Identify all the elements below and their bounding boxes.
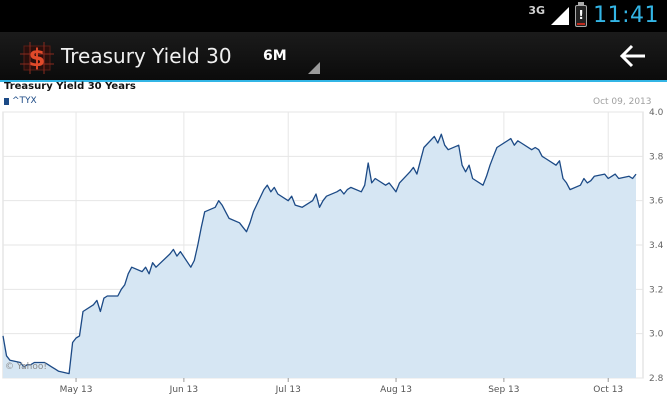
action-bar: $ Treasury Yield 30 6M bbox=[0, 32, 667, 82]
status-bar: 3G ! 11:41 bbox=[0, 0, 667, 32]
chart-date: Oct 09, 2013 bbox=[593, 97, 652, 107]
y-tick-label: 3.8 bbox=[649, 152, 664, 162]
series-area bbox=[3, 134, 636, 378]
legend-label: ^TYX bbox=[12, 96, 37, 106]
y-tick-label: 3.6 bbox=[649, 197, 664, 207]
battery-alert-mark: ! bbox=[578, 8, 584, 22]
chart-title: Treasury Yield 30 Years bbox=[4, 81, 136, 92]
network-type: 3G bbox=[528, 3, 546, 17]
dollar-logo-icon[interactable]: $ bbox=[20, 40, 54, 74]
svg-text:$: $ bbox=[29, 44, 46, 72]
y-tick-label: 4.0 bbox=[649, 108, 664, 118]
status-clock: 11:41 bbox=[593, 3, 659, 28]
y-tick-label: 3.0 bbox=[649, 330, 664, 340]
chart-legend: ^TYX bbox=[4, 96, 37, 106]
range-value: 6M bbox=[263, 48, 287, 64]
y-tick-label: 3.2 bbox=[649, 285, 663, 295]
range-spinner[interactable]: 6M bbox=[256, 40, 322, 74]
legend-swatch bbox=[4, 97, 9, 105]
series-line bbox=[2, 133, 637, 375]
chart-credit: © Yahoo! bbox=[5, 362, 47, 372]
x-tick-label: Sep 13 bbox=[488, 385, 519, 395]
x-tick-label: May 13 bbox=[60, 385, 93, 395]
spinner-triangle-icon bbox=[308, 62, 320, 74]
y-tick-label: 2.8 bbox=[649, 374, 664, 384]
chart-panel: 2.8 3.0 3.2 3.4 3.6 3.8 4.0 May 13 Jun 13 Jul 13 A… bbox=[0, 81, 667, 400]
page-title: Treasury Yield 30 bbox=[61, 44, 232, 68]
x-tick-label: Jun 13 bbox=[169, 385, 198, 395]
battery-fill bbox=[577, 23, 586, 25]
battery-alert-icon: ! bbox=[575, 2, 588, 27]
x-tick-label: Aug 13 bbox=[380, 385, 412, 395]
back-arrow-icon[interactable] bbox=[615, 38, 651, 74]
y-tick-label: 3.4 bbox=[649, 241, 664, 251]
yield-chart: 2.8 3.0 3.2 3.4 3.6 3.8 4.0 May 13 Jun 13 Jul 13 A… bbox=[2, 108, 664, 395]
x-tick-label: Jul 13 bbox=[275, 385, 301, 395]
signal-icon bbox=[551, 7, 570, 25]
x-tick-label: Oct 13 bbox=[593, 385, 623, 395]
status-icons: 3G ! 11:41 bbox=[528, 2, 659, 28]
